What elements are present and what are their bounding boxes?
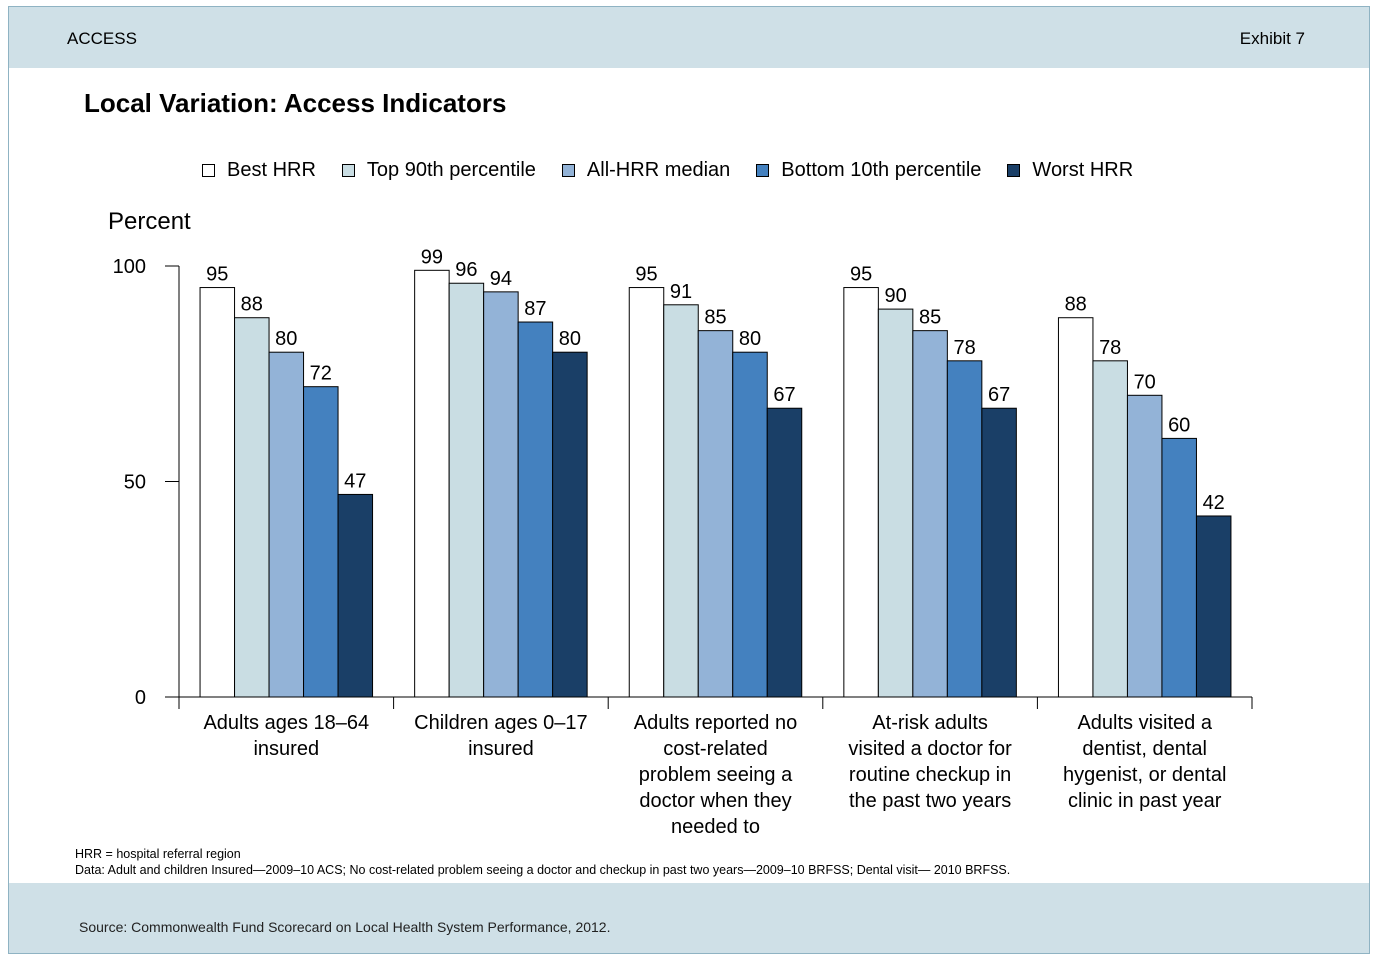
- legend-swatch: [341, 163, 355, 177]
- bar-value-label: 91: [670, 281, 692, 303]
- x-tick-label: Children ages 0–17: [414, 712, 587, 734]
- bar-value-label: 78: [1099, 337, 1121, 359]
- legend-item: Worst HRR: [1007, 159, 1133, 182]
- bar-value-label: 67: [988, 384, 1010, 406]
- bar: [552, 351, 588, 698]
- y-tick-label: 50: [124, 472, 146, 494]
- bar: [1057, 317, 1094, 698]
- note-abbreviation: HRR = hospital referral region: [75, 847, 241, 861]
- x-tick-label: insured: [253, 738, 319, 760]
- bar: [946, 360, 983, 698]
- bar-value-label: 88: [1065, 294, 1087, 316]
- legend-item: All-HRR median: [561, 158, 731, 182]
- bar: [697, 330, 734, 698]
- bar: [981, 407, 1017, 698]
- bar-value-label: 95: [850, 264, 872, 286]
- bar: [732, 351, 768, 698]
- bar: [414, 269, 450, 698]
- x-tick-label: visited a doctor for: [848, 738, 1012, 760]
- legend-item: Bottom 10th percentile: [756, 159, 981, 182]
- x-tick-label: dentist, dental: [1082, 738, 1207, 760]
- bar: [766, 407, 803, 698]
- bar-value-label: 70: [1134, 371, 1156, 393]
- exhibit-label: Exhibit 7: [1239, 29, 1305, 48]
- x-tick-label: clinic in past year: [1068, 790, 1222, 812]
- bar-value-label: 96: [455, 259, 477, 281]
- chart-legend: Best HRR Top 90th percentile All-HRR media…: [202, 158, 1159, 182]
- bar-value-label: 47: [344, 470, 366, 492]
- bar-value-label: 60: [1168, 414, 1190, 436]
- legend-label: Best HRR: [227, 158, 316, 181]
- bar: [1161, 437, 1197, 698]
- bar-value-label: 99: [421, 246, 443, 268]
- x-tick-label: needed to: [671, 816, 760, 838]
- bar-value-label: 80: [739, 328, 761, 350]
- bar-value-label: 85: [704, 307, 726, 329]
- x-tick-label: Adults visited a: [1077, 712, 1212, 734]
- bar-value-label: 78: [953, 337, 975, 359]
- bar-value-label: 85: [919, 307, 941, 329]
- header-bar: ACCESS Exhibit 7: [9, 7, 1369, 68]
- legend-label: Top 90th percentile: [366, 158, 536, 181]
- bar: [628, 287, 665, 698]
- bar: [1195, 515, 1232, 698]
- bar: [1126, 394, 1163, 698]
- x-tick-label: At-risk adults: [872, 712, 988, 734]
- x-tick-label: routine checkup in: [849, 764, 1011, 786]
- legend-swatch: [561, 163, 575, 177]
- bar-value-label: 80: [559, 328, 581, 350]
- bar: [663, 304, 699, 698]
- bar: [483, 291, 519, 698]
- bar-value-label: 95: [206, 264, 228, 286]
- bar: [877, 308, 914, 698]
- bar: [1092, 360, 1128, 698]
- bar: [268, 351, 305, 698]
- y-tick-label: 100: [113, 256, 146, 278]
- bar-value-label: 42: [1203, 492, 1225, 514]
- y-axis-label: Percent: [108, 208, 191, 235]
- x-tick-label: Adults ages 18–64: [203, 712, 369, 734]
- bar: [448, 282, 485, 698]
- y-tick-label: 0: [135, 687, 146, 709]
- source-note: Source: Commonwealth Fund Scorecard on L…: [79, 919, 611, 935]
- section-label: ACCESS: [67, 29, 137, 48]
- legend-swatch: [756, 163, 770, 177]
- legend-swatch: [1007, 163, 1021, 177]
- x-tick-label: insured: [468, 738, 534, 760]
- bar: [517, 321, 554, 698]
- x-tick-label: hygenist, or dental: [1063, 764, 1226, 786]
- bar-value-label: 88: [241, 294, 263, 316]
- bar-value-label: 80: [275, 328, 297, 350]
- chart-notes: HRR = hospital referral region Data: Adu…: [75, 846, 1010, 878]
- bar: [199, 287, 236, 698]
- x-tick-label: Adults reported no: [634, 712, 797, 734]
- bar-value-label: 94: [490, 268, 512, 290]
- chart-title: Local Variation: Access Indicators: [84, 88, 507, 118]
- note-data-sources: Data: Adult and children Insured—2009–10…: [75, 863, 1011, 877]
- x-tick-label: problem seeing a: [639, 764, 793, 786]
- legend-swatch: [202, 163, 215, 177]
- x-tick-label: cost-related: [663, 738, 768, 760]
- legend-label: Worst HRR: [1032, 158, 1134, 181]
- x-tick-label: doctor when they: [639, 790, 791, 812]
- bar: [337, 493, 374, 698]
- bar-value-label: 95: [635, 264, 657, 286]
- bar: [912, 330, 948, 698]
- x-tick-label: the past two years: [849, 790, 1011, 812]
- bar-value-label: 67: [773, 384, 795, 406]
- bar-value-label: 87: [524, 298, 546, 320]
- bar-value-label: 72: [310, 363, 332, 385]
- footer-bar: Source: Commonwealth Fund Scorecard on L…: [9, 883, 1369, 953]
- legend-item: Top 90th percentile: [341, 158, 536, 182]
- legend-item: Best HRR: [202, 159, 316, 182]
- bar-value-label: 90: [884, 285, 906, 307]
- legend-label: All-HRR median: [586, 158, 731, 181]
- bar: [234, 317, 270, 698]
- bar: [303, 386, 339, 698]
- legend-label: Bottom 10th percentile: [781, 158, 982, 181]
- bar: [843, 287, 879, 698]
